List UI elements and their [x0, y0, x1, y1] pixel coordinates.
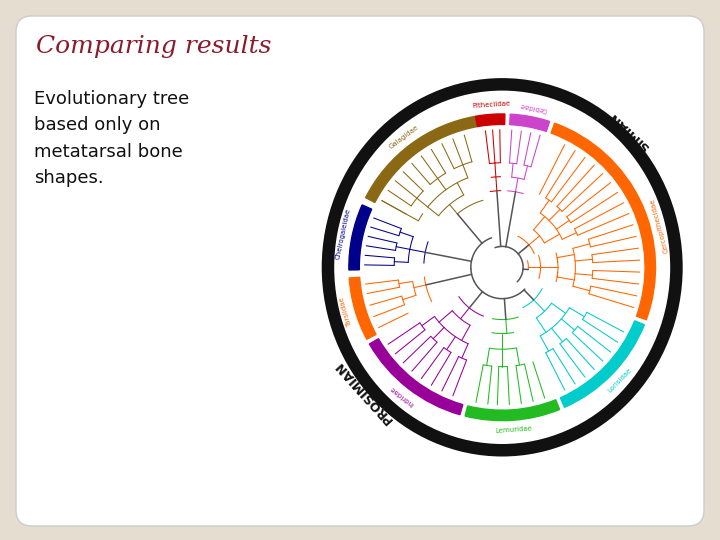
- Wedge shape: [366, 116, 477, 202]
- Text: PROSIMIAN: PROSIMIAN: [332, 358, 395, 426]
- Text: Tarsiidae: Tarsiidae: [338, 296, 353, 328]
- Text: Evolutionary tree
based only on
metatarsal bone
shapes.: Evolutionary tree based only on metatars…: [34, 90, 189, 187]
- Text: Pitheciidae: Pitheciidae: [472, 100, 510, 109]
- Wedge shape: [349, 277, 376, 339]
- Text: Comparing results: Comparing results: [36, 35, 271, 58]
- Text: Cebidae: Cebidae: [519, 102, 548, 113]
- Text: Indridae: Indridae: [389, 384, 415, 407]
- Wedge shape: [551, 123, 655, 320]
- Wedge shape: [476, 114, 505, 126]
- Text: Lemuridae: Lemuridae: [495, 426, 532, 434]
- Wedge shape: [510, 114, 549, 131]
- Text: Cheirogaleidae: Cheirogaleidae: [335, 207, 351, 260]
- FancyBboxPatch shape: [16, 16, 704, 526]
- Text: Lorisidae: Lorisidae: [606, 367, 632, 394]
- Wedge shape: [560, 321, 644, 407]
- Wedge shape: [349, 205, 372, 270]
- Text: Cercopithecidae: Cercopithecidae: [649, 197, 670, 253]
- Wedge shape: [369, 339, 463, 415]
- Text: SIMIAN: SIMIAN: [606, 109, 652, 153]
- Wedge shape: [465, 400, 559, 421]
- Text: Galagidae: Galagidae: [388, 124, 420, 150]
